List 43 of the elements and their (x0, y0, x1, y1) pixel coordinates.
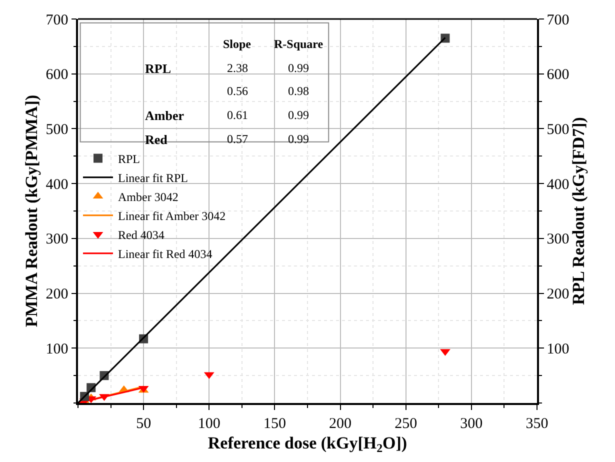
y2-axis-title: RPL Readout (kGy[FD7]) (569, 117, 588, 305)
annotation: RPL (145, 61, 172, 76)
annotation: 0.99 (288, 61, 309, 75)
annotation: 0.99 (288, 108, 309, 122)
annotation: 0.56 (227, 84, 248, 98)
legend-label: Linear fit Red 4034 (118, 246, 212, 261)
annotation: 0.98 (288, 84, 309, 98)
annotation: 0.99 (288, 132, 309, 146)
annotation: Red (145, 132, 168, 147)
x-tick-label: 200 (329, 416, 352, 432)
x-tick-label: 50 (136, 416, 152, 432)
y2-tick-label: 200 (546, 286, 570, 303)
y-tick-label: 300 (46, 232, 68, 248)
x-axis-title: Reference dose (kGy[H$_{2}$O]) (208, 434, 408, 456)
y2-tick-label: 300 (546, 232, 570, 248)
y-axis-title: PMMA Readout (kGy[PMMA]) (22, 94, 41, 328)
annotation: Amber (145, 108, 184, 123)
annotation: 0.61 (227, 108, 248, 122)
x-tick-label: 250 (394, 416, 418, 432)
legend-label: RPL (118, 152, 140, 166)
annotation: 2.38 (227, 61, 248, 75)
annotation: R-Square (274, 37, 324, 51)
legend-label: Linear fit RPL (118, 170, 188, 185)
y2-tick-label: 100 (546, 341, 570, 358)
y2-tick-label: 700 (546, 12, 570, 28)
x-tick-label: 300 (460, 416, 483, 432)
y2-tick-label: 600 (546, 67, 570, 84)
y-tick-label: 500 (46, 122, 68, 138)
legend-label: Red 4034 (118, 228, 164, 242)
y2-tick-label: 500 (546, 122, 570, 138)
y-tick-label: 400 (46, 176, 68, 193)
legend-label: Linear fit Amber 3042 (118, 208, 226, 223)
legend-label: Amber 3042 (118, 190, 178, 204)
x-tick-label: 350 (526, 416, 548, 432)
y-tick-label: 700 (46, 12, 68, 28)
y-tick-label: 100 (46, 341, 68, 358)
y-tick-label: 600 (46, 67, 68, 84)
x-tick-label: 150 (263, 416, 286, 432)
annotation: Slope (223, 37, 252, 51)
y2-tick-label: 400 (546, 176, 570, 193)
annotation: 0.57 (227, 132, 248, 146)
x-tick-label: 100 (198, 416, 220, 432)
y-tick-label: 200 (46, 286, 68, 303)
